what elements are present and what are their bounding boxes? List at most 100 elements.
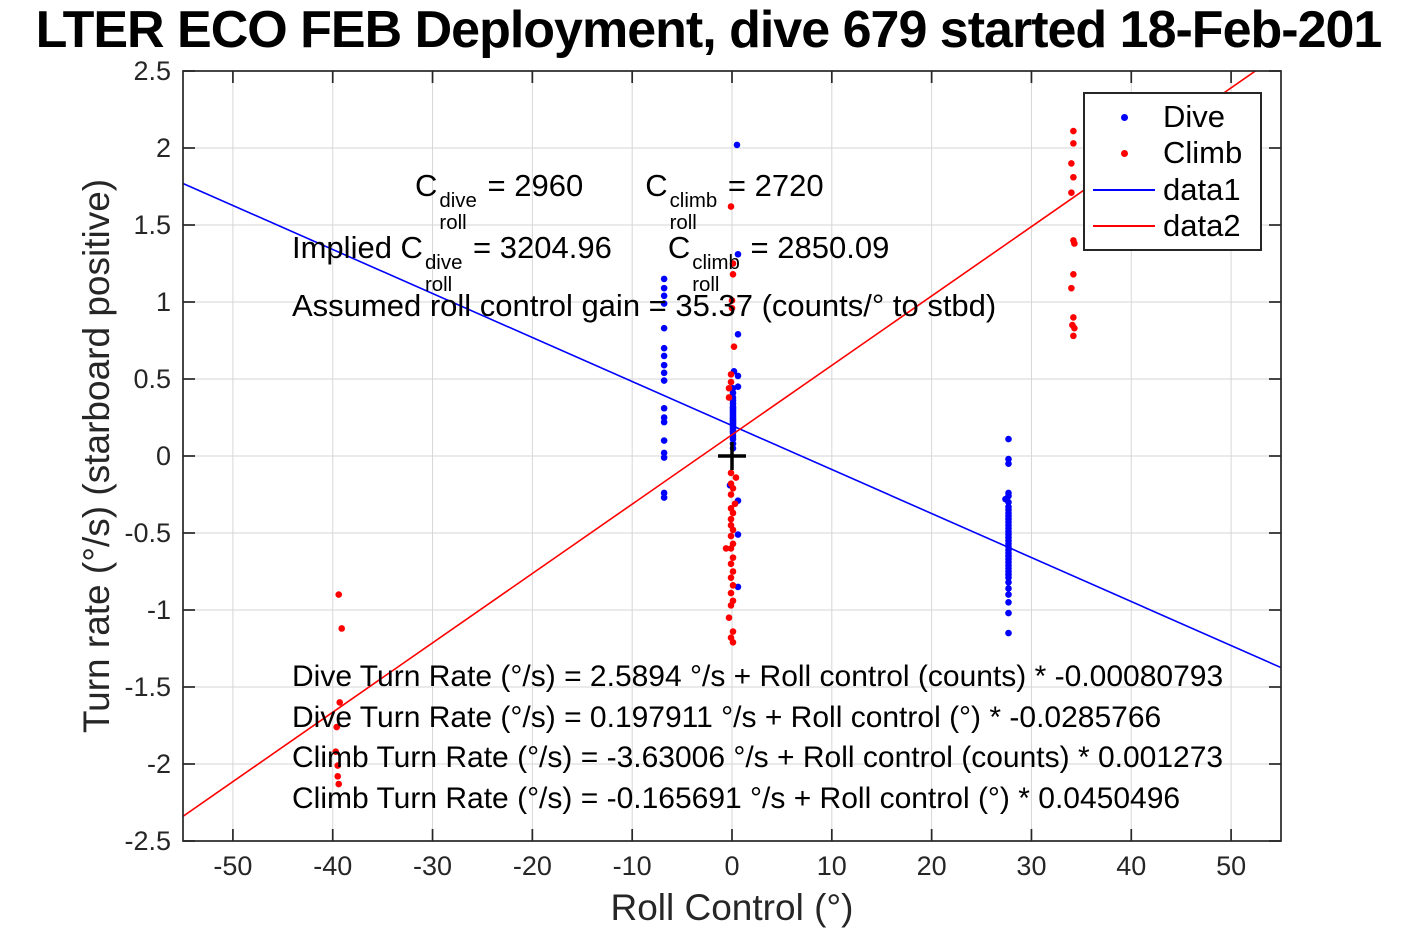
scatter-point-climb <box>722 545 730 552</box>
scatter-point-dive <box>1005 435 1012 443</box>
data2-marker-glyph <box>1093 224 1155 227</box>
x-axis-label: Roll Control (°) <box>610 887 854 928</box>
data2-line-icon <box>1085 224 1163 227</box>
scatter-point-climb <box>727 469 735 477</box>
x-tick-label: 0 <box>724 851 739 881</box>
scatter-point-climb <box>1070 270 1077 278</box>
origin-plus-marker <box>718 442 746 470</box>
data-group <box>183 71 1281 817</box>
c-roll-base: C <box>645 168 668 203</box>
scatter-point-climb <box>335 780 343 788</box>
scatter-point-dive <box>660 437 668 444</box>
scatter-point-climb <box>334 762 342 769</box>
scatter-point-climb <box>729 509 737 517</box>
fit-equation-line: Climb Turn Rate (°/s) = -0.165691 °/s + … <box>292 781 1181 815</box>
climb-dot-icon <box>1085 149 1163 157</box>
x-tick-label: -20 <box>513 851 552 881</box>
scatter-point-dive <box>660 414 668 421</box>
y-tick-label: -0.5 <box>124 518 171 548</box>
c-roll-superscript: climb <box>669 189 718 213</box>
scatter-point-climb <box>727 602 735 609</box>
c-roll-value: = 2720 <box>719 168 824 203</box>
legend-item-data2: data2 <box>1085 207 1260 243</box>
y-tick-label: 0.5 <box>133 364 171 394</box>
scatter-point-dive <box>1005 629 1012 637</box>
scatter-point-dive <box>660 454 668 461</box>
y-tick-label: 2 <box>156 133 171 163</box>
legend-label: Dive <box>1163 99 1226 135</box>
scatter-point-climb <box>729 554 737 561</box>
x-tick-label: 50 <box>1216 851 1246 881</box>
x-tick-label: -50 <box>213 851 252 881</box>
legend-label: data1 <box>1163 171 1241 207</box>
scatter-point-dive <box>1005 585 1012 592</box>
scatter-point-climb <box>727 203 735 210</box>
c-roll-base: C <box>415 168 438 203</box>
tick-labels: -50 -40 -30 -20 -10 0 10 20 30 40 50-2.5-2-1.5-1-0… <box>124 56 1246 881</box>
c-roll-supsub: climb roll <box>670 190 718 233</box>
scatter-point-climb <box>732 474 740 481</box>
scatter-point-climb <box>1070 127 1077 135</box>
c-roll-superscript: climb <box>692 251 740 275</box>
annotation-fit-equations: Dive Turn Rate (°/s) = 2.5894 °/s + Roll… <box>292 657 1223 819</box>
scatter-point-climb <box>728 304 736 312</box>
scatter-point-dive <box>660 284 668 292</box>
implied-prefix: Implied <box>292 230 401 265</box>
scatter-point-climb <box>1070 173 1077 181</box>
x-tick-label: -10 <box>613 851 652 881</box>
annotation-roll-gain: Assumed roll control gain = 35.37 (count… <box>292 288 997 323</box>
legend-label: data2 <box>1163 207 1241 243</box>
scatter-point-dive <box>1005 455 1012 463</box>
scatter-point-dive <box>734 331 742 338</box>
c-roll-subscript: roll <box>669 210 697 234</box>
scatter-point-dive <box>660 292 668 300</box>
scatter-point-dive <box>660 344 668 352</box>
scatter-point-climb <box>727 491 735 498</box>
scatter-series-dive <box>660 141 1012 637</box>
scatter-point-climb <box>729 639 737 646</box>
scatter-point-dive <box>660 377 668 384</box>
scatter-point-climb <box>729 568 737 575</box>
scatter-point-climb <box>1070 332 1077 340</box>
c-roll-supsub: climb roll <box>692 252 740 295</box>
scatter-point-climb <box>729 582 737 589</box>
scatter-point-climb <box>1070 314 1077 321</box>
scatter-point-climb <box>727 515 735 523</box>
scatter-point-dive <box>660 361 668 369</box>
scatter-point-dive <box>1005 498 1012 506</box>
scatter-point-climb <box>727 574 735 581</box>
c-roll-subscript: roll <box>439 210 467 234</box>
scatter-point-dive <box>660 418 668 426</box>
climb-marker-glyph <box>1120 149 1128 157</box>
legend-label: Climb <box>1163 135 1243 171</box>
figure-title: LTER ECO FEB Deployment, dive 679 starte… <box>35 1 1383 59</box>
scatter-point-climb <box>1068 284 1075 292</box>
scatter-point-climb <box>1071 324 1078 332</box>
scatter-point-dive <box>660 404 668 412</box>
x-tick-label: 30 <box>1016 851 1046 881</box>
scatter-point-dive <box>660 352 668 360</box>
scatter-point-dive <box>660 449 668 457</box>
scatter-point-dive <box>729 435 737 443</box>
scatter-point-dive <box>660 300 668 307</box>
scatter-point-dive <box>734 250 742 258</box>
scatter-point-climb <box>731 500 739 508</box>
y-axis-label: Turn rate (°/s) (starboard positive) <box>76 178 117 734</box>
scatter-point-climb <box>338 625 346 632</box>
y-tick-label: 1.5 <box>133 210 171 240</box>
scatter-point-climb <box>727 545 735 552</box>
y-tick-label: 0 <box>156 441 171 471</box>
c-roll-subscript: roll <box>424 272 453 296</box>
scatter-point-dive <box>1005 574 1012 581</box>
scatter-point-dive <box>1005 460 1012 468</box>
scatter-point-dive <box>734 372 742 380</box>
fit-equation-line: Dive Turn Rate (°/s) = 0.197911 °/s + Ro… <box>292 700 1162 734</box>
scatter-series-climb <box>332 127 1078 788</box>
y-tick-label: 1 <box>156 287 171 317</box>
scatter-point-dive <box>660 369 668 377</box>
